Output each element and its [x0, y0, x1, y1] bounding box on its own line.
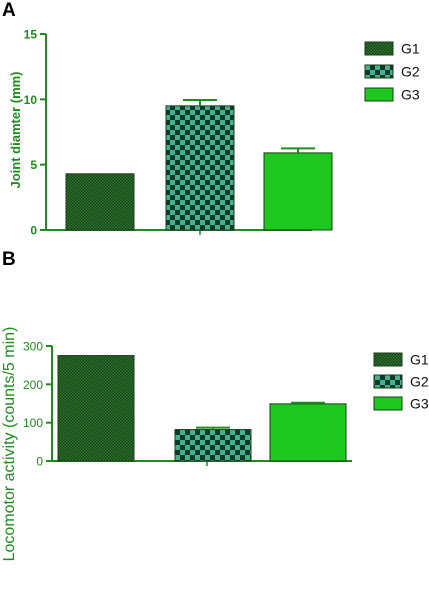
panel-b-bar-g3	[269, 403, 347, 462]
panel-b-legend-swatch-g3	[373, 396, 403, 411]
panel-a-ylabel: Joint diamter (mm)	[8, 71, 23, 188]
panel-a-legend-swatch-g3	[364, 87, 394, 102]
panel-b-legend-swatch-g2	[373, 374, 403, 389]
panel-b-y-tick-label: 200	[23, 378, 43, 392]
panel-b-bar-g2	[174, 429, 252, 462]
panel-b-legend-label-g3: G3	[410, 396, 429, 412]
panel-a-legend-swatch-g2	[364, 64, 394, 79]
panel-b-legend-swatch-g1	[373, 352, 403, 367]
panel-b-y-tick-label: 100	[23, 416, 43, 430]
panel-a-bar-g1	[65, 173, 135, 231]
panel-a-label: A	[2, 0, 16, 21]
panel-a-legend-label-g3: G3	[401, 87, 420, 103]
panel-a-legend-swatch-g1	[364, 41, 394, 56]
panel-b-y-tick-label: 300	[23, 340, 43, 354]
panel-a-y-tick-label: 10	[24, 93, 38, 107]
panel-b-ylabel: Locomotor activity (counts/5 min)	[1, 327, 18, 562]
panel-a-y-tick-label: 0	[30, 224, 37, 238]
panel-a-y-tick-label: 5	[30, 158, 37, 172]
panel-a-legend-label-g2: G2	[401, 64, 420, 80]
panel-b-y-tick-label: 0	[36, 455, 43, 469]
panel-b-legend-label-g1: G1	[410, 352, 429, 368]
panel-a-legend-label-g1: G1	[401, 41, 420, 57]
panel-a-bar-g3	[263, 152, 333, 231]
panel-a-bar-g2	[165, 105, 235, 231]
panel-b-bar-g1	[57, 355, 135, 462]
panel-b-legend-label-g2: G2	[410, 374, 429, 390]
panel-b-chart: 0 100 200 300 G1 G2 G3	[23, 340, 429, 469]
panel-b-label: B	[2, 249, 16, 270]
panel-a-y-tick-label: 15	[24, 28, 38, 42]
panel-a-chart: 0 5 10 15 G1 G2 G3	[24, 28, 420, 238]
